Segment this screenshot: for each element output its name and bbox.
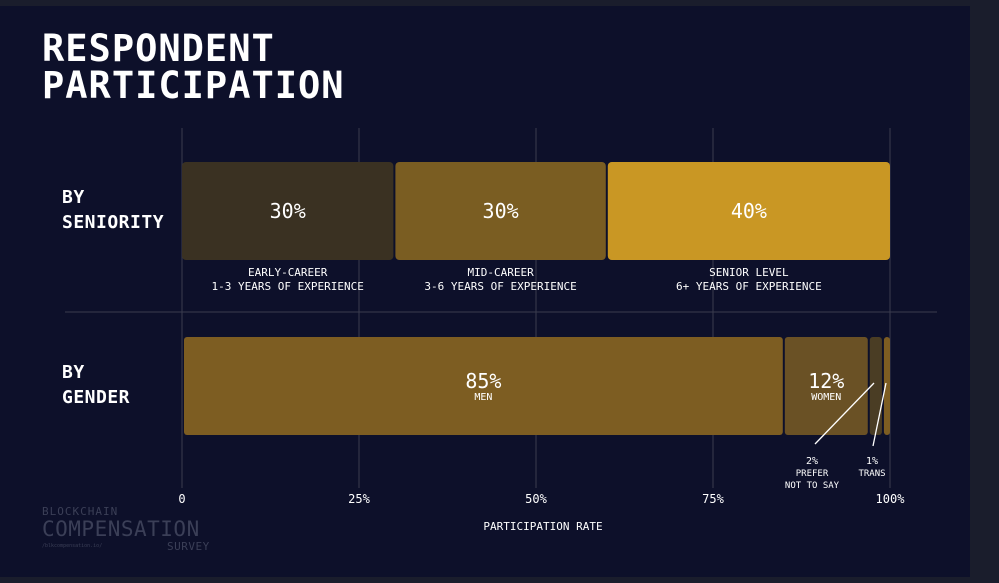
bar-seniority-1 <box>395 162 606 260</box>
x-tick-label-1: 25% <box>348 492 370 506</box>
bar-gender-caption-0: MEN <box>474 392 492 403</box>
row-label-gender-line-2: GENDER <box>62 387 131 408</box>
bar-seniority-caption-0-line-2: 1-3 YEARS OF EXPERIENCE <box>212 280 364 293</box>
bar-seniority-caption-1-line-1: MID-CAREER <box>467 266 534 279</box>
bar-gender-3 <box>883 337 890 435</box>
row-label-gender: BY GENDER <box>62 360 130 410</box>
bar-gender-callout-2-line-1: PREFER <box>796 469 829 479</box>
row-label-seniority-line-2: SENIORITY <box>62 212 165 233</box>
bar-seniority-value-2: 40% <box>731 199 767 223</box>
title-line-1: RESPONDENT <box>42 27 275 70</box>
bar-seniority-value-0: 30% <box>270 199 306 223</box>
row-label-seniority: BY SENIORITY <box>62 185 164 235</box>
row-label-gender-line-1: BY <box>62 362 85 383</box>
row-label-seniority-line-1: BY <box>62 187 85 208</box>
logo-line-1: BLOCKCHAIN <box>42 505 119 518</box>
logo-line-2: COMPENSATION <box>42 517 200 541</box>
bar-gender-value-2: 2% <box>806 456 818 467</box>
bar-gender-2 <box>869 337 882 435</box>
x-tick-label-2: 50% <box>525 492 547 506</box>
logo-line-3: /blkcompensation.io/ <box>42 543 103 549</box>
bar-seniority-value-1: 30% <box>483 199 519 223</box>
bar-gender-value-0: 85% <box>465 369 501 393</box>
bar-gender-0 <box>184 337 783 435</box>
bar-seniority-caption-2-line-1: SENIOR LEVEL <box>709 266 789 279</box>
x-axis-label: PARTICIPATION RATE <box>483 520 602 533</box>
bar-gender-value-3: 1% <box>866 456 878 467</box>
callout-line-0 <box>814 382 875 445</box>
survey-logo: BLOCKCHAIN COMPENSATION /blkcompensation… <box>42 505 209 553</box>
bar-seniority-caption-0-line-1: EARLY-CAREER <box>248 266 328 279</box>
bar-seniority-caption-2-line-2: 6+ YEARS OF EXPERIENCE <box>676 280 822 293</box>
logo-line-4: SURVEY <box>167 540 210 553</box>
x-tick-label-3: 75% <box>702 492 724 506</box>
bar-gender-caption-1: WOMEN <box>811 392 841 403</box>
bar-gender-value-1: 12% <box>808 369 844 393</box>
page-title: RESPONDENT PARTICIPATION <box>42 30 345 104</box>
bar-seniority-0 <box>182 162 394 260</box>
bar-gender-callout-2-line-2: NOT TO SAY <box>785 481 840 491</box>
chart-panel <box>0 6 970 577</box>
bar-seniority-2 <box>607 162 890 260</box>
bar-seniority-caption-1-line-2: 3-6 YEARS OF EXPERIENCE <box>424 280 576 293</box>
x-tick-label-0: 0 <box>178 492 185 506</box>
title-line-2: PARTICIPATION <box>42 64 345 107</box>
bar-gender-callout-3-line-1: TRANS <box>858 469 885 479</box>
callout-line-1 <box>872 382 887 447</box>
x-tick-label-4: 100% <box>876 492 906 506</box>
